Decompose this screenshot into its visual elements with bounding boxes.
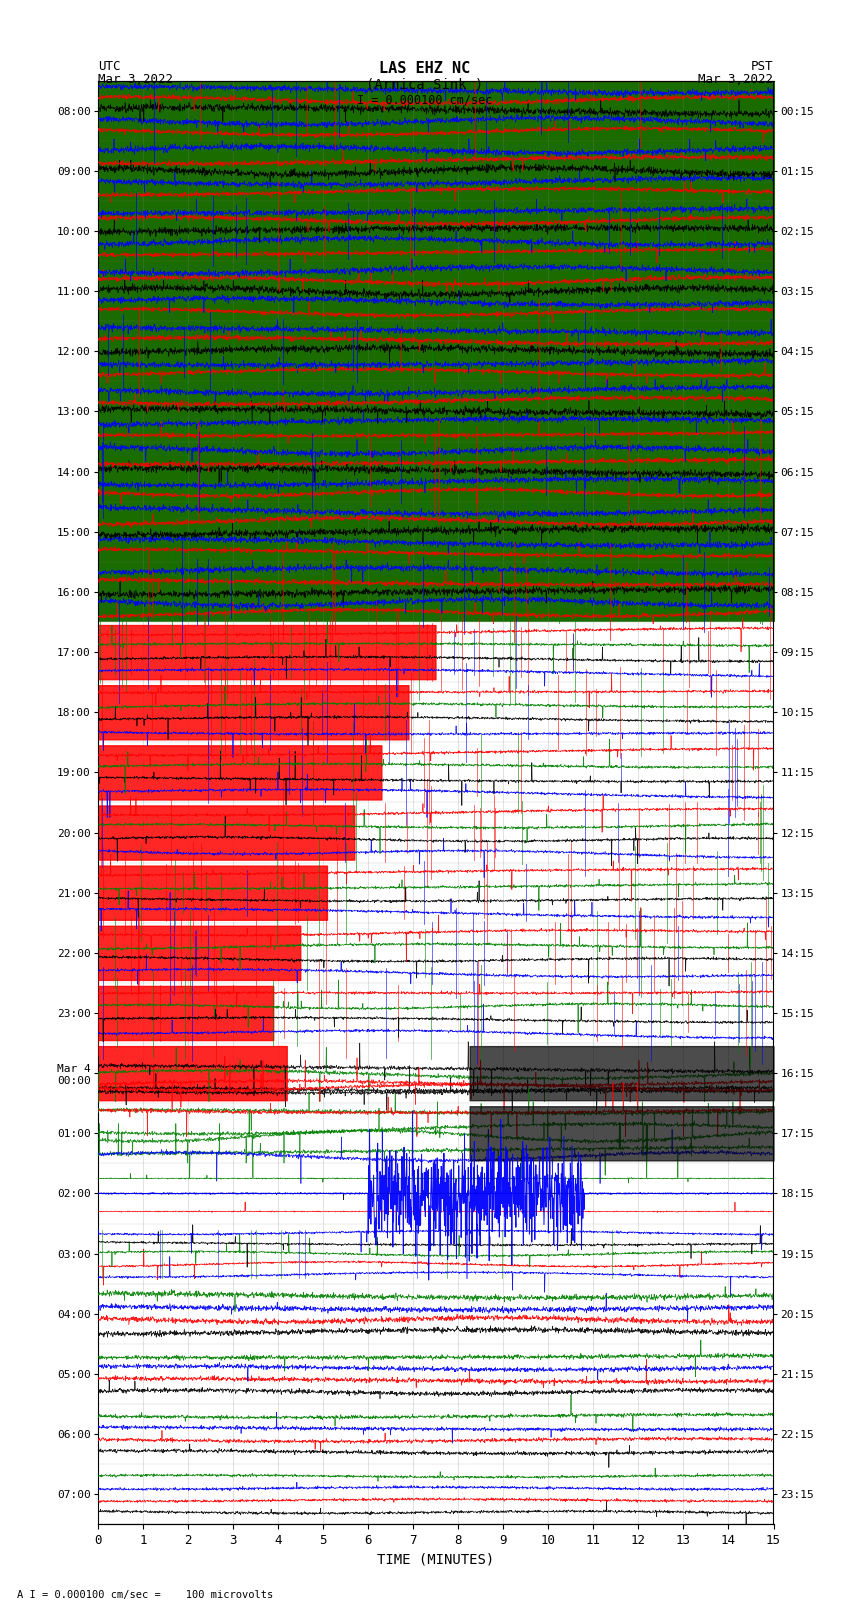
X-axis label: TIME (MINUTES): TIME (MINUTES) bbox=[377, 1553, 494, 1566]
Text: Mar 3,2022: Mar 3,2022 bbox=[699, 73, 774, 85]
Text: LAS EHZ NC: LAS EHZ NC bbox=[379, 61, 471, 76]
Text: (Arnica Sink ): (Arnica Sink ) bbox=[366, 77, 484, 92]
Text: Mar 3,2022: Mar 3,2022 bbox=[98, 73, 173, 85]
Text: A I = 0.000100 cm/sec =    100 microvolts: A I = 0.000100 cm/sec = 100 microvolts bbox=[17, 1590, 273, 1600]
Text: I = 0.000100 cm/sec: I = 0.000100 cm/sec bbox=[357, 94, 493, 106]
Text: PST: PST bbox=[751, 60, 774, 73]
Text: UTC: UTC bbox=[98, 60, 120, 73]
